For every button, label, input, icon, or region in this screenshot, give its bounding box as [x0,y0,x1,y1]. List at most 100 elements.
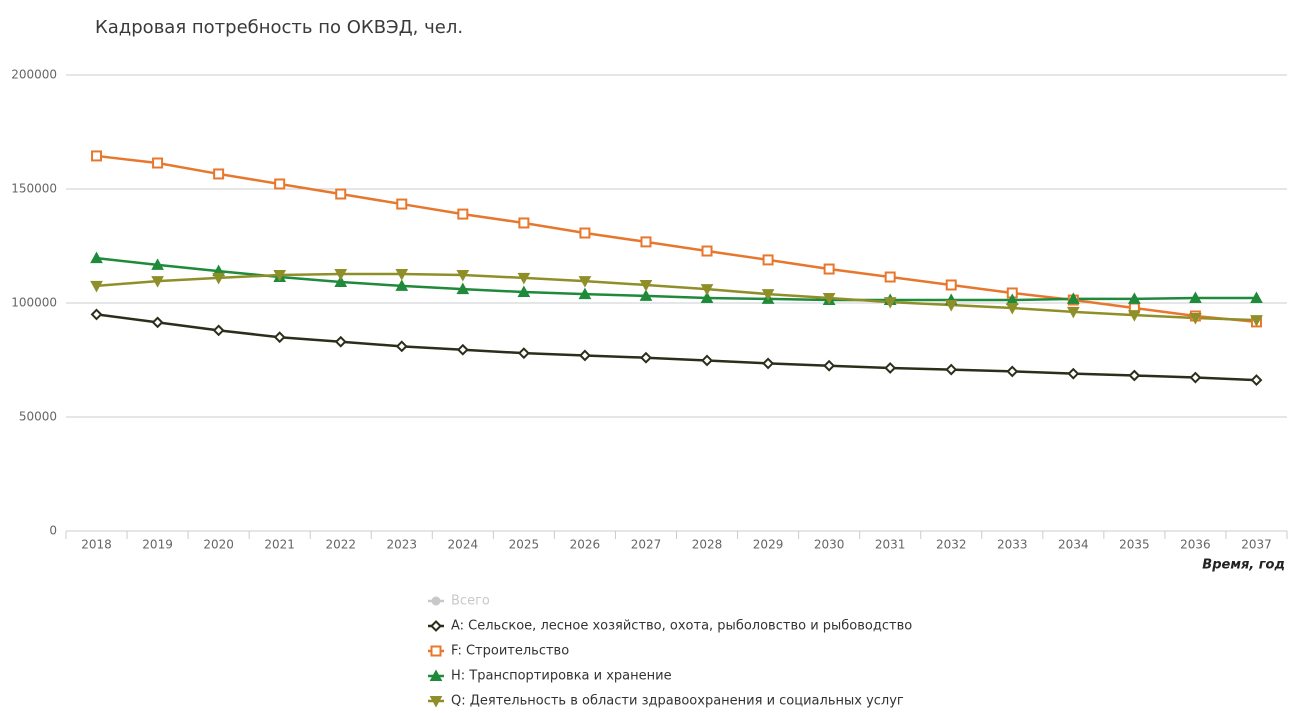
x-axis-label: Время, год [1202,558,1285,573]
marker [334,335,347,348]
x-tick-label: 2021 [264,538,295,552]
marker [431,596,441,606]
marker [430,645,442,657]
marker [212,324,225,337]
marker [334,275,348,288]
marker [700,291,714,303]
marker [884,271,896,283]
marker [395,340,408,353]
y-tick-label: 0 [49,524,57,538]
y-tick-label: 100000 [11,296,57,310]
x-tick-label: 2032 [936,538,967,552]
y-tick-label: 200000 [11,68,57,82]
marker [456,269,470,282]
marker [1189,313,1202,325]
marker [578,276,592,288]
x-tick-label: 2028 [692,538,723,552]
marker [1250,291,1263,303]
marker [762,254,774,266]
marker [395,269,409,281]
x-tick-label: 2037 [1241,538,1272,552]
marker [700,284,714,296]
x-tick-label: 2024 [448,538,479,552]
legend-label: H: Транспортировка и хранение [451,669,672,684]
legend-label: A: Сельское, лесное хозяйство, охота, ры… [451,619,912,634]
series-line [96,313,1257,382]
legend-label: Всего [451,594,490,609]
marker [457,208,469,220]
series-line [96,256,1257,302]
marker [1066,306,1080,319]
marker [762,357,774,370]
marker [517,347,530,360]
x-tick-label: 2031 [875,538,906,552]
marker [945,363,958,376]
marker [639,279,653,292]
marker [1189,371,1202,384]
marker [90,308,103,321]
marker [456,343,469,356]
series-line [96,272,1257,322]
x-tick-label: 2020 [203,538,234,552]
x-tick-label: 2033 [997,538,1028,552]
marker [1066,292,1080,304]
chart-title: Кадровая потребность по ОКВЭД, чел. [95,17,463,38]
marker [883,297,897,309]
marker [579,227,591,239]
marker [944,300,958,312]
marker [151,316,164,329]
marker [273,269,287,282]
x-tick-label: 2035 [1119,538,1150,552]
x-tick-label: 2019 [142,538,173,552]
x-tick-label: 2029 [753,538,784,552]
marker [1005,303,1019,315]
marker [152,157,164,169]
marker [640,351,652,364]
marker [1189,291,1202,303]
legend-label: Q: Деятельность в области здравоохранени… [451,694,904,709]
marker [823,263,835,275]
marker [639,289,653,301]
x-tick-label: 2018 [81,538,112,552]
marker [213,168,225,180]
y-tick-label: 150000 [11,182,57,196]
marker [945,279,957,291]
marker [884,362,897,374]
marker [518,217,530,229]
marker [822,292,836,305]
marker [430,620,442,632]
x-tick-label: 2030 [814,538,845,552]
marker [212,272,225,285]
marker [578,287,592,300]
marker [90,251,103,264]
marker [1128,369,1141,382]
marker [91,150,103,162]
x-tick-label: 2036 [1180,538,1211,552]
marker [701,245,713,257]
marker [1128,292,1141,304]
marker [1067,367,1080,380]
marker [517,285,531,298]
marker [640,236,652,248]
y-tick-label: 50000 [19,410,57,424]
x-tick-label: 2023 [387,538,418,552]
marker [579,349,591,362]
marker [1250,315,1263,327]
x-tick-label: 2034 [1058,538,1089,552]
marker [429,696,443,708]
marker [761,289,775,301]
marker [151,276,164,288]
marker [335,188,347,200]
x-tick-label: 2025 [509,538,540,552]
marker [396,198,408,210]
marker [517,272,531,285]
x-tick-label: 2022 [325,538,356,552]
marker [334,269,348,281]
marker [429,669,443,681]
marker [823,359,836,372]
marker [90,280,103,293]
marker [1128,310,1141,322]
marker [273,331,286,344]
marker [151,258,164,270]
